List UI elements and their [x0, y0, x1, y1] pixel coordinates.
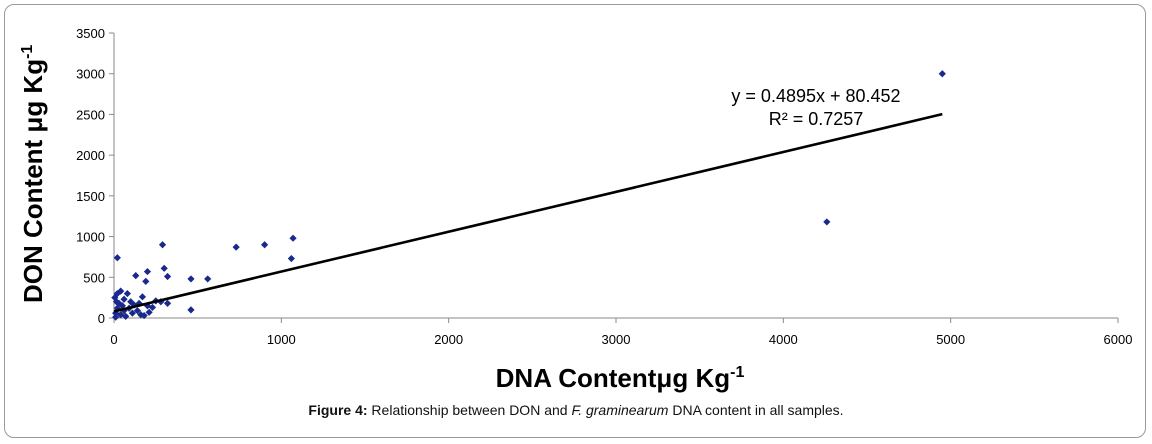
- data-point: [142, 277, 150, 285]
- data-point: [117, 287, 125, 295]
- y-tick-label: 3500: [76, 26, 105, 41]
- data-point: [133, 307, 142, 315]
- x-tick-label: 0: [110, 332, 117, 347]
- figure-frame: [4, 4, 1146, 438]
- data-point: [143, 267, 152, 276]
- data-point: [137, 311, 145, 319]
- y-axis-label-sup: -1: [19, 45, 36, 59]
- x-tick-label: 1000: [267, 332, 296, 347]
- data-point: [289, 234, 297, 242]
- data-point: [128, 309, 137, 317]
- x-axis-label-sup: -1: [730, 364, 744, 381]
- data-point: [113, 254, 121, 262]
- data-point: [132, 272, 140, 280]
- x-axis-label: DNA Contentμg Kg-1: [496, 363, 745, 393]
- data-point: [163, 272, 172, 281]
- data-point: [122, 312, 130, 320]
- y-tick-label: 2500: [76, 107, 105, 122]
- data-point: [160, 264, 168, 272]
- data-point: [261, 241, 269, 249]
- data-point: [112, 313, 120, 321]
- y-tick-label: 1500: [76, 189, 105, 204]
- caption-text-before: Relationship between DON and: [367, 402, 572, 418]
- axes: [109, 32, 1119, 323]
- x-tick-label: 6000: [1104, 332, 1133, 347]
- data-point: [938, 70, 946, 78]
- data-point: [187, 306, 195, 314]
- data-point: [118, 302, 126, 310]
- data-point: [112, 298, 121, 306]
- scatter-chart: 0 500 1000 1500 2000 2500 3000 3500 0 1000 2000 30…: [18, 26, 1132, 393]
- y-axis-label-main: DON Content μg Kg: [18, 59, 48, 303]
- trendline-group: [113, 112, 943, 313]
- y-tick-label: 3000: [76, 67, 105, 82]
- x-axis-label-main: DNA Contentμg Kg: [496, 363, 730, 393]
- x-tick-label: 4000: [769, 332, 798, 347]
- x-tick-label: 5000: [936, 332, 965, 347]
- x-tick-label: 2000: [434, 332, 463, 347]
- data-point: [232, 243, 240, 251]
- x-tick-label: 3000: [602, 332, 631, 347]
- caption-text-after: DNA content in all samples.: [668, 402, 844, 418]
- data-point: [187, 275, 195, 283]
- data-point: [112, 309, 120, 317]
- data-point: [287, 254, 295, 263]
- data-point: [135, 299, 143, 307]
- y-tick-label: 0: [98, 311, 105, 326]
- data-point: [823, 218, 831, 226]
- trendline: [113, 112, 943, 313]
- figure-caption: Figure 4: Relationship between DON and F…: [0, 402, 1152, 418]
- trendline-r2: R² = 0.7257: [769, 109, 864, 129]
- data-point: [158, 241, 167, 249]
- caption-label: Figure 4:: [308, 402, 368, 418]
- y-tick-label: 1000: [76, 230, 105, 245]
- trendline-equation: y = 0.4895x + 80.452: [731, 86, 900, 106]
- caption-species: F. graminearum: [571, 402, 669, 418]
- data-point: [138, 293, 147, 301]
- data-point: [204, 275, 212, 283]
- data-point: [120, 295, 128, 303]
- y-tick-label: 2000: [76, 148, 105, 163]
- data-point: [148, 303, 157, 312]
- data-point: [123, 289, 131, 298]
- data-point: [115, 299, 123, 307]
- y-axis-label: DON Content μg Kg-1: [18, 45, 48, 303]
- data-point: [145, 308, 153, 316]
- x-tick-labels: 0 1000 2000 3000 4000 5000 6000: [110, 332, 1132, 347]
- data-point: [111, 294, 119, 302]
- data-point: [163, 299, 172, 307]
- y-tick-label: 500: [83, 270, 105, 285]
- y-tick-labels: 0 500 1000 1500 2000 2500 3000 3500: [76, 26, 105, 326]
